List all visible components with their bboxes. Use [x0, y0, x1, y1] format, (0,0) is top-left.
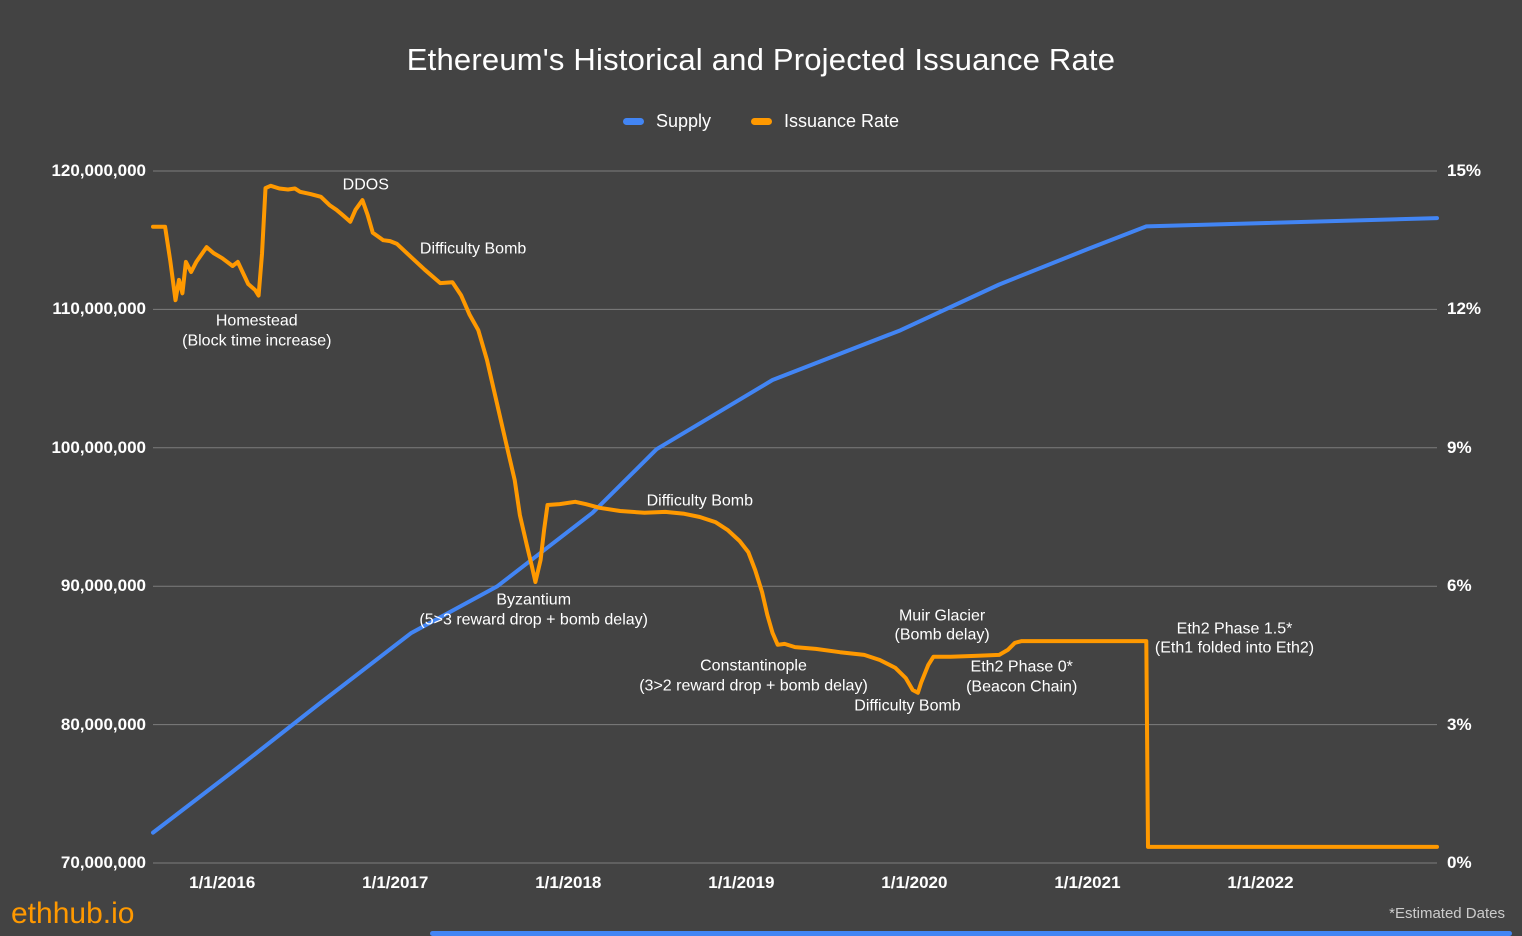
left-axis-tick-label: 110,000,000 [52, 299, 146, 319]
x-axis-tick-label: 1/1/2022 [1227, 873, 1294, 892]
chart-annotation-line: Difficulty Bomb [419, 240, 527, 258]
x-axis-tick-label: 1/1/2019 [708, 873, 775, 892]
legend-label-supply: Supply [655, 110, 711, 131]
series-line-supply [151, 216, 1439, 835]
left-axis-tick-label: 120,000,000 [51, 161, 146, 180]
left-axis-tick-label: 90,000,000 [60, 576, 146, 596]
series-line-issuance-rate [151, 183, 1439, 849]
x-axis-tick-label: 1/1/2021 [1054, 873, 1121, 892]
chart-annotation: Difficulty Bomb [854, 696, 960, 716]
x-axis-tick-label: 1/1/2018 [535, 873, 602, 892]
chart-annotation-line: Byzantium [496, 591, 572, 609]
chart-annotation: Homestead (Block time increase) [182, 312, 331, 351]
ethhub-brand-link[interactable]: ethhub.io [11, 897, 135, 930]
chart-annotation-line: Difficulty Bomb [854, 697, 961, 715]
x-axis-tick-label: 1/1/2017 [362, 873, 429, 892]
chart-annotation-line: (Bomb delay) [894, 626, 990, 644]
chart-legend: Supply Issuance Rate [0, 108, 1522, 134]
chart-annotation: Byzantium (5>3 reward drop + bomb delay) [419, 591, 648, 630]
chart-annotation: Eth2 Phase 0* (Beacon Chain) [966, 658, 1077, 697]
chart-annotation-line: DDOS [342, 176, 389, 194]
horizontal-scrollbar[interactable] [430, 931, 1512, 936]
chart-annotation-line: Eth2 Phase 1.5* [1176, 620, 1293, 638]
right-axis-tick-label: 3% [1447, 714, 1472, 734]
x-axis-tick-label: 1/1/2020 [881, 873, 948, 892]
chart-annotation-line: (Beacon Chain) [966, 678, 1078, 696]
chart-annotation-line: Constantinople [700, 657, 807, 675]
chart-title: Ethereum's Historical and Projected Issu… [406, 42, 1116, 77]
right-axis-tick-label: 0% [1447, 853, 1472, 872]
chart-annotation-line: (Block time increase) [182, 332, 332, 350]
right-axis-tick-label: 6% [1447, 576, 1472, 596]
estimated-dates-note: *Estimated Dates [1389, 905, 1505, 922]
chart-annotation: Eth2 Phase 1.5* (Eth1 folded into Eth2) [1155, 619, 1314, 658]
x-axis-tick-label: 1/1/2016 [189, 873, 256, 892]
supply-series-swatch-icon [622, 117, 644, 125]
left-axis-tick-label: 80,000,000 [60, 714, 146, 734]
legend-item-issuance-rate[interactable]: Issuance Rate [750, 110, 900, 132]
legend-label-issuance-rate: Issuance Rate [783, 110, 900, 131]
chart-annotation: Constantinople (3>2 reward drop + bomb de… [639, 657, 868, 696]
chart-annotation: Difficulty Bomb [420, 239, 526, 259]
chart-annotation-line: (5>3 reward drop + bomb delay) [419, 611, 648, 629]
chart-annotation-line: Eth2 Phase 0* [970, 658, 1073, 676]
chart-annotation: Muir Glacier (Bomb delay) [895, 606, 990, 645]
legend-item-supply[interactable]: Supply [622, 110, 711, 132]
right-axis-tick-label: 15% [1447, 161, 1482, 180]
chart-annotation: DDOS [343, 175, 389, 195]
right-axis-tick-label: 12% [1447, 299, 1482, 319]
right-axis-tick-label: 9% [1447, 437, 1472, 457]
chart-annotation-line: Muir Glacier [898, 607, 986, 625]
chart-annotation-line: Difficulty Bomb [646, 492, 753, 510]
chart-annotation-line: Homestead [215, 312, 298, 330]
chart-annotation-line: (Eth1 folded into Eth2) [1154, 639, 1315, 657]
left-axis-tick-label: 100,000,000 [51, 437, 146, 457]
issuance-series-swatch-icon [750, 117, 772, 125]
chart-annotation-line: (3>2 reward drop + bomb delay) [639, 677, 868, 695]
chart-annotation: Difficulty Bomb [647, 491, 753, 511]
left-axis-tick-label: 70,000,000 [60, 853, 146, 872]
